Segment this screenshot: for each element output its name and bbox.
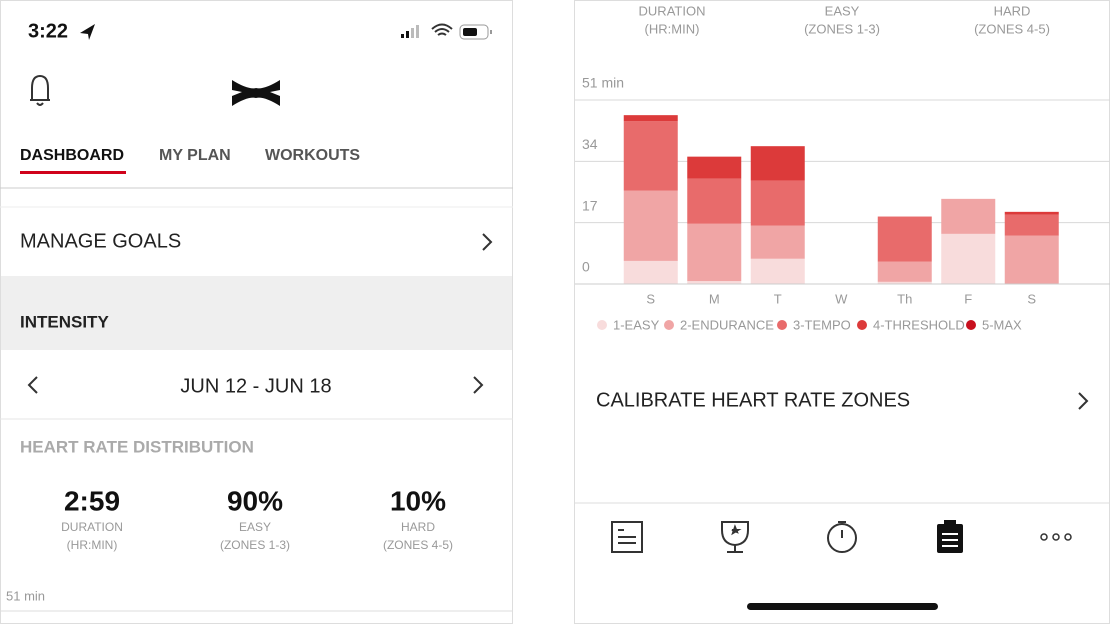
legend-swatch [857, 320, 867, 330]
x-tick-label: T [774, 291, 782, 306]
date-range: JUN 12 - JUN 18 [180, 375, 331, 397]
bar-segment [941, 198, 996, 234]
stat-sub: (HR:MIN) [67, 538, 118, 552]
y-tick-label: 17 [582, 197, 598, 213]
nav-feed[interactable] [611, 521, 643, 553]
y-tick-label: 34 [582, 136, 598, 152]
prev-week[interactable] [27, 376, 38, 394]
stat-label: HARD [401, 520, 435, 534]
bar-segment [750, 225, 805, 259]
x-tick-label: W [835, 291, 848, 306]
legend-label: 3-TEMPO [793, 317, 851, 332]
bar-segment [877, 261, 932, 282]
stat-label: HARD [994, 3, 1031, 18]
notifications-bell[interactable] [30, 74, 50, 106]
x-tick-label: M [709, 291, 720, 306]
bar-segment [750, 146, 805, 181]
tab[interactable]: WORKOUTS [265, 147, 360, 164]
bar-segment [687, 178, 742, 224]
bar-segment [623, 190, 678, 261]
location-icon [80, 24, 95, 40]
heading: HEART RATE DISTRIBUTION [20, 437, 254, 456]
tab-underline [20, 171, 126, 174]
time: 3:22 [28, 20, 68, 42]
legend-label: 5-MAX [982, 317, 1022, 332]
stat-sub: (ZONES 4-5) [383, 538, 453, 552]
nav-challenges[interactable] [721, 521, 749, 553]
tab[interactable]: DASHBOARD [20, 147, 124, 164]
stat-value: 2:59 [64, 485, 120, 516]
stat-label: EASY [825, 3, 860, 18]
home-indicator [747, 603, 938, 610]
bar-segment [623, 115, 678, 122]
bar-segment [623, 121, 678, 191]
legend-label: 1-EASY [613, 317, 660, 332]
stat-sub: (HR:MIN) [645, 21, 700, 36]
bar-segment [877, 281, 932, 284]
bar-segment [1004, 235, 1059, 284]
tab[interactable]: MY PLAN [159, 147, 231, 164]
stat-sub: (ZONES 4-5) [974, 21, 1050, 36]
bar-segment [687, 223, 742, 282]
legend-swatch [664, 320, 674, 330]
battery-icon [459, 24, 492, 40]
bar-segment [941, 233, 996, 284]
x-tick-label: S [1027, 291, 1036, 306]
x-tick-label: S [646, 291, 655, 306]
stat-label: DURATION [639, 3, 706, 18]
nav-more[interactable] [1040, 533, 1072, 541]
bar-segment [750, 258, 805, 284]
section-title: INTENSITY [20, 312, 109, 331]
stat-sub: (ZONES 1-3) [220, 538, 290, 552]
y-tick-label: 51 min [582, 75, 624, 91]
bar-segment [687, 156, 742, 179]
legend-swatch [966, 320, 976, 330]
bar-segment [1004, 211, 1059, 215]
nav-plan[interactable] [937, 520, 963, 553]
chevron [1078, 392, 1089, 410]
brand-logo [232, 80, 280, 106]
stat-label: EASY [239, 520, 271, 534]
x-tick-label: F [964, 291, 972, 306]
legend-label: 2-ENDURANCE [680, 317, 774, 332]
legend-label: 4-THRESHOLD [873, 317, 965, 332]
y-tick-label: 51 min [6, 588, 45, 603]
stat-label: DURATION [61, 520, 123, 534]
bar-segment [750, 180, 805, 226]
next-week[interactable] [473, 376, 484, 394]
section-header [1, 276, 512, 350]
manage-goals[interactable]: MANAGE GOALS [20, 230, 181, 252]
legend-swatch [597, 320, 607, 330]
chevron [482, 233, 493, 251]
bar-segment [877, 216, 932, 262]
stat-sub: (ZONES 1-3) [804, 21, 880, 36]
bar-segment [687, 281, 742, 284]
stat-value: 10% [390, 485, 446, 516]
bar-segment [1004, 214, 1059, 236]
legend-swatch [777, 320, 787, 330]
x-tick-label: Th [897, 291, 912, 306]
wifi-icon [431, 23, 453, 36]
bar-segment [623, 260, 678, 284]
stat-value: 90% [227, 485, 283, 516]
y-tick-label: 0 [582, 259, 590, 275]
nav-record[interactable] [827, 521, 857, 553]
calibrate[interactable]: CALIBRATE HEART RATE ZONES [596, 389, 910, 411]
signal-icon [401, 25, 419, 38]
